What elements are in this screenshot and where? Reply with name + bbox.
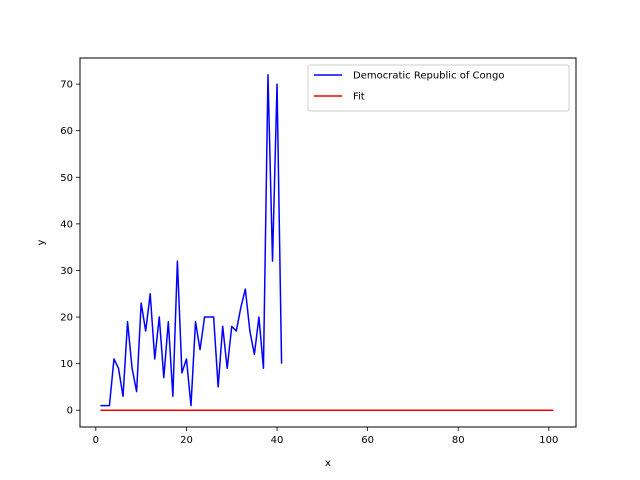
plot-layer [100,74,554,411]
y-tick-label: 10 [60,359,73,370]
legend-box [307,64,570,112]
axes-frame [79,57,577,428]
legend: Democratic Republic of Congo Fit [307,64,570,112]
x-tick-label: 60 [361,435,374,446]
y-tick-label: 40 [60,219,73,230]
y-tick-label: 60 [60,126,73,137]
x-tick-label: 100 [539,435,558,446]
series-line-democratic-republic-of-congo [100,74,283,407]
x-tick-label: 80 [452,435,465,446]
y-axis-label: y [36,239,47,245]
y-tick-label: 50 [60,173,73,184]
x-tick-label: 40 [271,435,284,446]
legend-label-fit: Fit [353,92,365,103]
x-tick-label: 20 [180,435,193,446]
x-axis-label: x [325,458,331,469]
legend-label-democratic-republic-of-congo: Democratic Republic of Congo [353,71,504,82]
ticks-layer: 0 20 40 60 80 100 0 10 20 30 40 50 60 70 [60,80,558,446]
y-tick-label: 30 [60,266,73,277]
x-tick-label: 0 [93,435,99,446]
y-tick-label: 0 [67,406,73,417]
y-tick-label: 70 [60,80,73,91]
y-tick-label: 20 [60,313,73,324]
